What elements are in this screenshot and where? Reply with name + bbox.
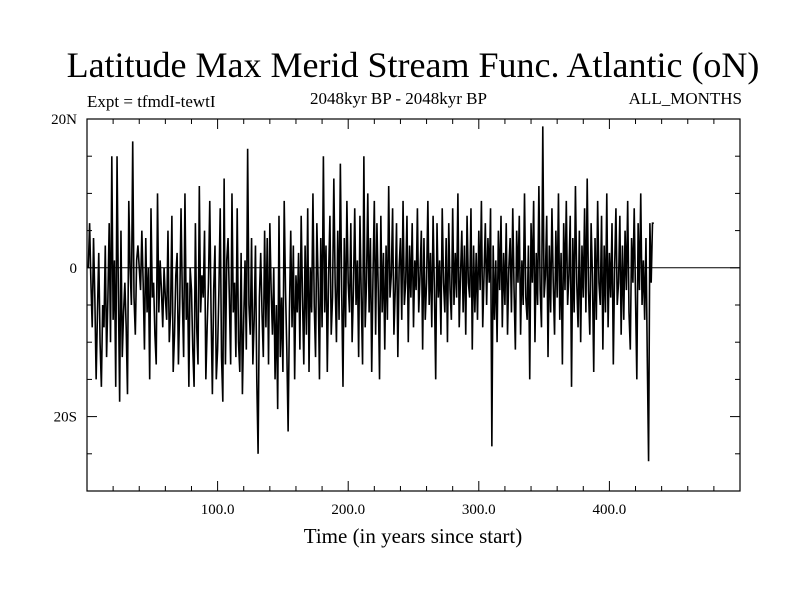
y-tick-label: 20S bbox=[54, 410, 77, 426]
chart-subtitle: 2048kyr BP - 2048kyr BP bbox=[310, 89, 487, 108]
y-tick-label: 0 bbox=[70, 261, 78, 277]
x-tick-label: 300.0 bbox=[462, 502, 496, 518]
series-line bbox=[87, 126, 654, 462]
x-tick-label: 100.0 bbox=[201, 502, 235, 518]
plot-frame bbox=[86, 118, 741, 492]
x-tick-label: 400.0 bbox=[593, 502, 627, 518]
experiment-label: Expt = tfmdI-tewtI bbox=[87, 92, 216, 111]
y-tick-label: 20N bbox=[51, 112, 77, 128]
chart-title: Latitude Max Merid Stream Func. Atlantic… bbox=[66, 45, 760, 85]
x-axis-label: Time (in years since start) bbox=[303, 524, 523, 548]
ticks-layer bbox=[87, 119, 740, 491]
period-label: ALL_MONTHS bbox=[628, 89, 742, 108]
tick-labels-layer: 100.0 200.0 300.0 400.0 20N 0 20S bbox=[51, 112, 626, 518]
x-tick-label: 200.0 bbox=[331, 502, 365, 518]
